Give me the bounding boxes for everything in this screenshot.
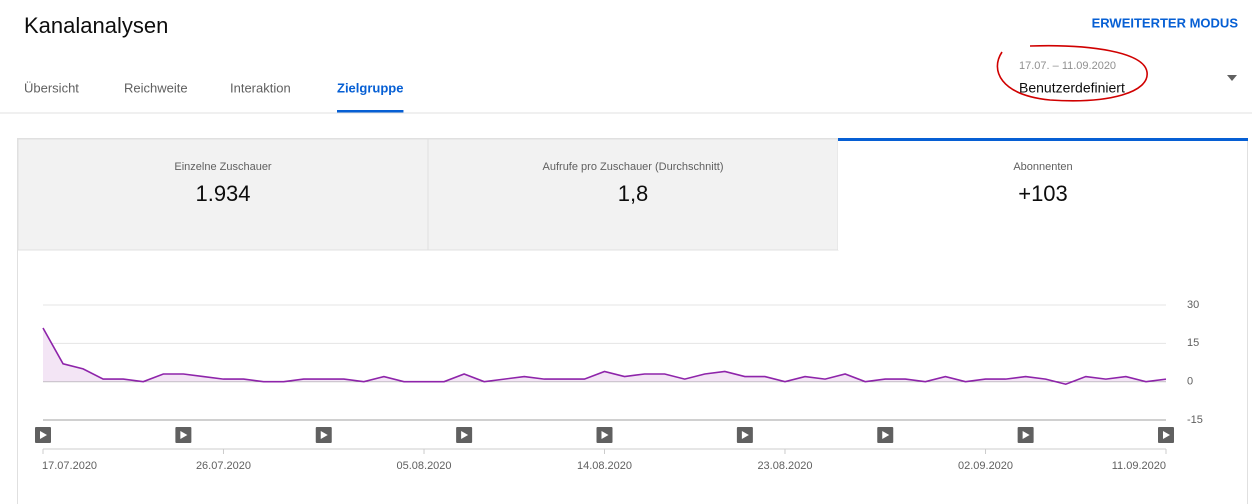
metric-tile[interactable] [427, 138, 839, 251]
metric-label: Einzelne Zuschauer [174, 161, 272, 173]
video-marker-icon [882, 431, 890, 439]
metric-label: Abonnenten [1013, 161, 1072, 173]
y-tick-label: 30 [1187, 299, 1199, 311]
video-marker-icon [601, 431, 609, 439]
area [43, 328, 1166, 385]
metric-label: Aufrufe pro Zuschauer (Durchschnitt) [543, 161, 724, 173]
metric-tiles: Einzelne Zuschauer 1.934 Aufrufe pro Zusch… [17, 138, 1248, 251]
dropdown-arrow[interactable] [1227, 75, 1237, 81]
x-tick-label: 23.08.2020 [757, 460, 812, 472]
line [42, 327, 1167, 386]
x-tick-label: 02.09.2020 [958, 460, 1013, 472]
active-indicator [838, 138, 1248, 141]
chart: 30 15 0 -15 17.07.2020 26.07.2020 05.08.2020 14… [35, 299, 1203, 472]
x-tick-label: 26.07.2020 [196, 460, 251, 472]
metric-tile[interactable] [838, 139, 1247, 250]
metric-value: 1.934 [195, 181, 250, 206]
video-marker-icon [180, 431, 188, 439]
tab[interactable]: Zielgruppe [337, 80, 403, 95]
tab[interactable]: Interaktion [230, 80, 291, 95]
date-preset[interactable]: Benutzerdefiniert [1019, 80, 1125, 96]
x-tick-label: 11.09.2020 [1112, 460, 1166, 472]
page-title: Kanalanalysen [24, 13, 168, 38]
y-tick-label: 0 [1187, 376, 1193, 388]
video-marker-icon [1022, 431, 1030, 439]
metric-value: 1,8 [618, 181, 649, 206]
tab-underline [337, 110, 404, 113]
video-marker-icon [461, 431, 469, 439]
hand-drawn-circle [996, 44, 1148, 102]
x-tick-label: 17.07.2020 [42, 460, 97, 472]
y-tick-label: 15 [1187, 337, 1199, 349]
metric-tile[interactable] [17, 138, 429, 251]
tabs: Übersicht Reichweite Interaktion Zielgruppe [24, 80, 404, 113]
video-marker-icon [320, 431, 328, 439]
y-tick-label: -15 [1187, 414, 1203, 426]
advanced-mode-button[interactable]: ERWEITERTER MODUS [1092, 15, 1239, 30]
metric-value: +103 [1018, 181, 1068, 206]
tab[interactable]: Reichweite [124, 80, 188, 95]
date-range: 17.07. – 11.09.2020 [1019, 60, 1116, 72]
video-marker-icon [741, 431, 749, 439]
video-marker-icon [40, 431, 47, 439]
video-marker-icon [1163, 431, 1170, 439]
tab[interactable]: Übersicht [24, 80, 79, 95]
x-tick-label: 14.08.2020 [577, 460, 632, 472]
x-tick-label: 05.08.2020 [396, 460, 451, 472]
